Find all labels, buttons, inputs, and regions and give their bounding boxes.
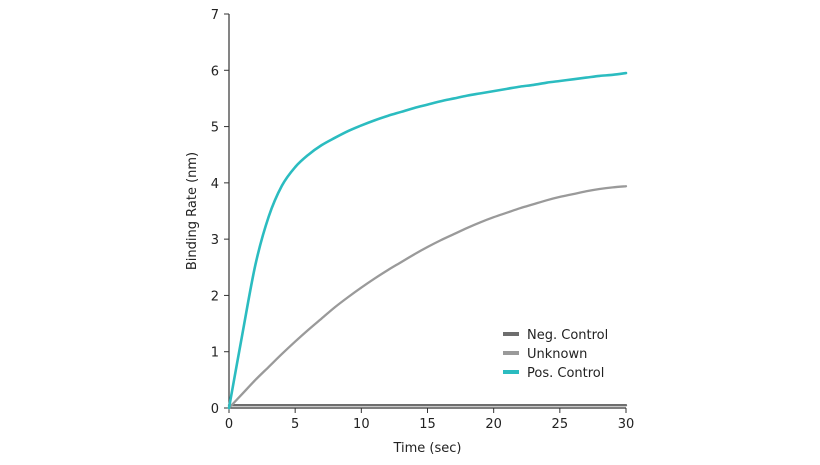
x-axis-label: Time (sec)	[392, 441, 461, 456]
x-tick-label: 20	[485, 417, 502, 432]
x-tick-label: 10	[353, 417, 370, 432]
y-tick-label: 1	[211, 346, 219, 361]
axes	[224, 13, 627, 413]
y-tick-label: 4	[211, 177, 219, 192]
y-tick-label: 0	[211, 402, 219, 417]
x-tick-label: 0	[225, 417, 233, 432]
tick-labels: 0 1 2 3 4 5 6 7 0 5 10 15 20 25 30	[211, 8, 635, 432]
y-tick-label: 6	[211, 64, 219, 79]
x-tick-label: 5	[291, 417, 299, 432]
series-line-pos-control	[227, 71, 628, 410]
legend: Neg. Control Unknown Pos. Control	[503, 328, 608, 381]
x-tick-label: 25	[552, 417, 569, 432]
legend-label-unknown: Unknown	[527, 347, 587, 362]
x-tick-label: 15	[419, 417, 436, 432]
y-tick-label: 2	[211, 289, 219, 304]
x-tick-label: 30	[618, 417, 635, 432]
y-tick-label: 5	[211, 121, 219, 136]
y-tick-label: 7	[211, 8, 219, 23]
series-lines	[227, 71, 628, 410]
series-line-unknown	[227, 185, 628, 410]
legend-label-neg-control: Neg. Control	[527, 328, 608, 343]
legend-label-pos-control: Pos. Control	[527, 366, 604, 381]
y-axis-label: Binding Rate (nm)	[185, 152, 200, 270]
y-tick-label: 3	[211, 233, 219, 248]
